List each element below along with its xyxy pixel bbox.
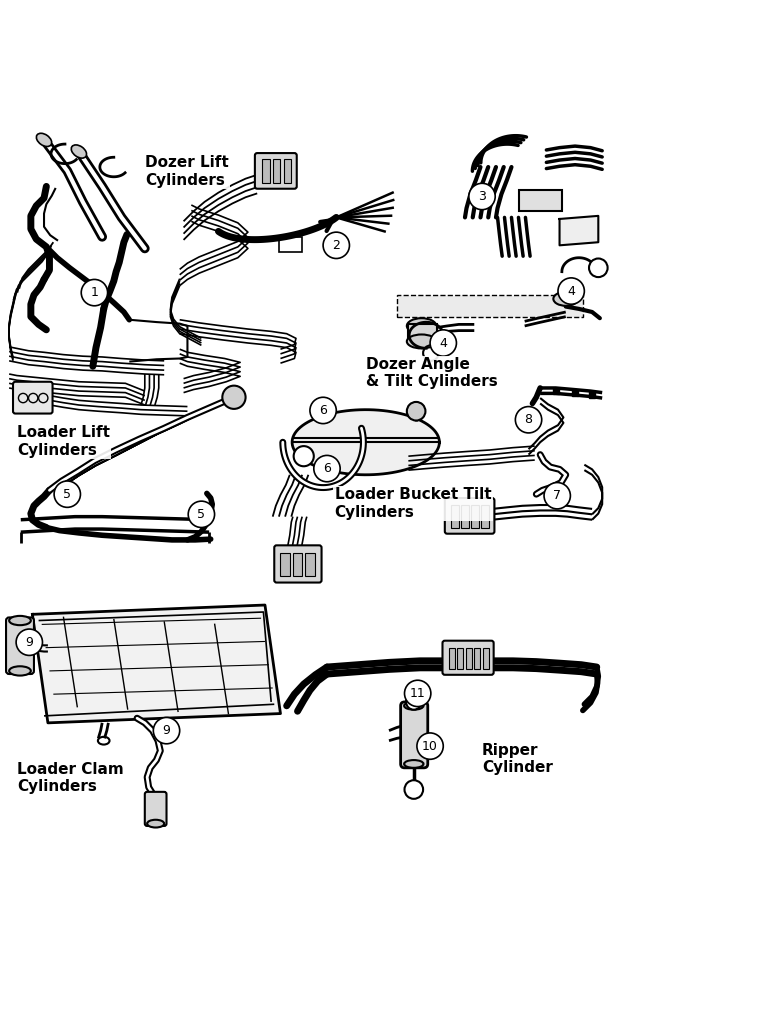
Circle shape xyxy=(405,780,423,799)
Ellipse shape xyxy=(9,615,31,626)
Text: 8: 8 xyxy=(524,414,532,426)
FancyBboxPatch shape xyxy=(443,641,494,675)
Text: 9: 9 xyxy=(163,724,170,737)
Ellipse shape xyxy=(404,701,423,710)
Text: 5: 5 xyxy=(63,487,72,501)
Text: 2: 2 xyxy=(332,239,340,252)
Circle shape xyxy=(430,330,457,356)
Circle shape xyxy=(81,280,107,306)
Circle shape xyxy=(407,401,426,421)
FancyBboxPatch shape xyxy=(519,189,562,211)
Circle shape xyxy=(323,232,349,258)
Circle shape xyxy=(515,407,541,433)
FancyBboxPatch shape xyxy=(6,617,34,674)
Ellipse shape xyxy=(37,133,51,146)
Polygon shape xyxy=(559,216,598,246)
FancyBboxPatch shape xyxy=(273,160,280,182)
Text: 10: 10 xyxy=(422,739,438,753)
Text: 6: 6 xyxy=(323,462,331,475)
Text: Dozer Lift
Cylinders: Dozer Lift Cylinders xyxy=(145,156,229,187)
FancyBboxPatch shape xyxy=(305,553,314,577)
Circle shape xyxy=(405,680,431,707)
FancyBboxPatch shape xyxy=(457,648,464,670)
FancyBboxPatch shape xyxy=(449,648,455,670)
Text: 7: 7 xyxy=(553,489,561,502)
Ellipse shape xyxy=(9,667,31,676)
FancyBboxPatch shape xyxy=(451,505,459,528)
Text: 4: 4 xyxy=(567,285,575,298)
Polygon shape xyxy=(33,605,280,723)
FancyBboxPatch shape xyxy=(397,295,583,316)
Text: 5: 5 xyxy=(198,508,205,521)
FancyBboxPatch shape xyxy=(262,160,270,182)
Circle shape xyxy=(589,258,608,278)
Circle shape xyxy=(223,386,246,409)
Text: 4: 4 xyxy=(440,337,447,349)
FancyBboxPatch shape xyxy=(471,505,479,528)
Text: 11: 11 xyxy=(410,687,426,699)
FancyBboxPatch shape xyxy=(408,325,437,341)
Text: 3: 3 xyxy=(478,190,486,203)
Text: 9: 9 xyxy=(26,636,33,649)
Ellipse shape xyxy=(147,820,164,827)
Circle shape xyxy=(16,629,43,655)
Ellipse shape xyxy=(407,335,436,348)
FancyBboxPatch shape xyxy=(145,792,166,826)
Ellipse shape xyxy=(72,145,86,158)
Text: Ripper
Cylinder: Ripper Cylinder xyxy=(482,743,553,775)
Circle shape xyxy=(54,481,80,507)
Ellipse shape xyxy=(553,292,578,306)
FancyBboxPatch shape xyxy=(483,648,489,670)
Ellipse shape xyxy=(404,760,423,768)
FancyBboxPatch shape xyxy=(283,160,291,182)
Circle shape xyxy=(310,397,336,424)
FancyBboxPatch shape xyxy=(255,153,296,188)
Polygon shape xyxy=(292,410,440,475)
Bar xyxy=(279,237,302,252)
FancyBboxPatch shape xyxy=(280,553,289,577)
Circle shape xyxy=(406,694,422,710)
Text: 6: 6 xyxy=(319,403,327,417)
Ellipse shape xyxy=(407,318,436,334)
FancyBboxPatch shape xyxy=(482,505,489,528)
Circle shape xyxy=(293,446,314,466)
Circle shape xyxy=(544,482,570,509)
Text: Dozer Angle
& Tilt Cylinders: Dozer Angle & Tilt Cylinders xyxy=(366,357,497,389)
Circle shape xyxy=(314,456,340,481)
Circle shape xyxy=(417,733,443,759)
FancyBboxPatch shape xyxy=(461,505,469,528)
FancyBboxPatch shape xyxy=(466,648,472,670)
Circle shape xyxy=(188,501,215,527)
Text: Loader Clam
Cylinders: Loader Clam Cylinders xyxy=(17,762,124,794)
FancyBboxPatch shape xyxy=(445,498,495,534)
Text: Loader Lift
Cylinders: Loader Lift Cylinders xyxy=(17,425,110,458)
FancyBboxPatch shape xyxy=(13,382,53,414)
FancyBboxPatch shape xyxy=(475,648,481,670)
Text: 1: 1 xyxy=(90,286,98,299)
Circle shape xyxy=(558,278,584,304)
Circle shape xyxy=(469,183,496,210)
Text: Loader Bucket Tilt
Cylinders: Loader Bucket Tilt Cylinders xyxy=(335,487,492,519)
FancyBboxPatch shape xyxy=(293,553,302,577)
FancyBboxPatch shape xyxy=(275,546,321,583)
Circle shape xyxy=(153,718,180,743)
FancyBboxPatch shape xyxy=(401,701,428,768)
